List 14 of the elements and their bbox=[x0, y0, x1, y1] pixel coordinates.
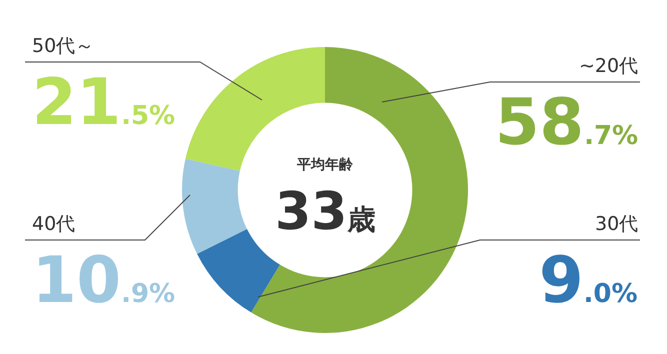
data-label: 21.5% bbox=[32, 66, 176, 140]
slice-label: 50代～ bbox=[32, 35, 94, 57]
donut-slice bbox=[197, 228, 280, 312]
donut-slice bbox=[251, 47, 468, 333]
slice-label: ~20代 bbox=[579, 55, 638, 77]
donut-slice bbox=[185, 47, 325, 171]
data-label: 10.9% bbox=[32, 244, 176, 318]
data-label: 9.0% bbox=[539, 244, 638, 318]
text: 33歳 bbox=[275, 182, 376, 242]
donut-slice bbox=[182, 158, 247, 254]
slice-label: 40代 bbox=[32, 213, 76, 235]
slice-label: 30代 bbox=[595, 213, 638, 235]
data-label: 58.7% bbox=[495, 86, 638, 160]
text: 平均年齢 bbox=[296, 157, 354, 173]
